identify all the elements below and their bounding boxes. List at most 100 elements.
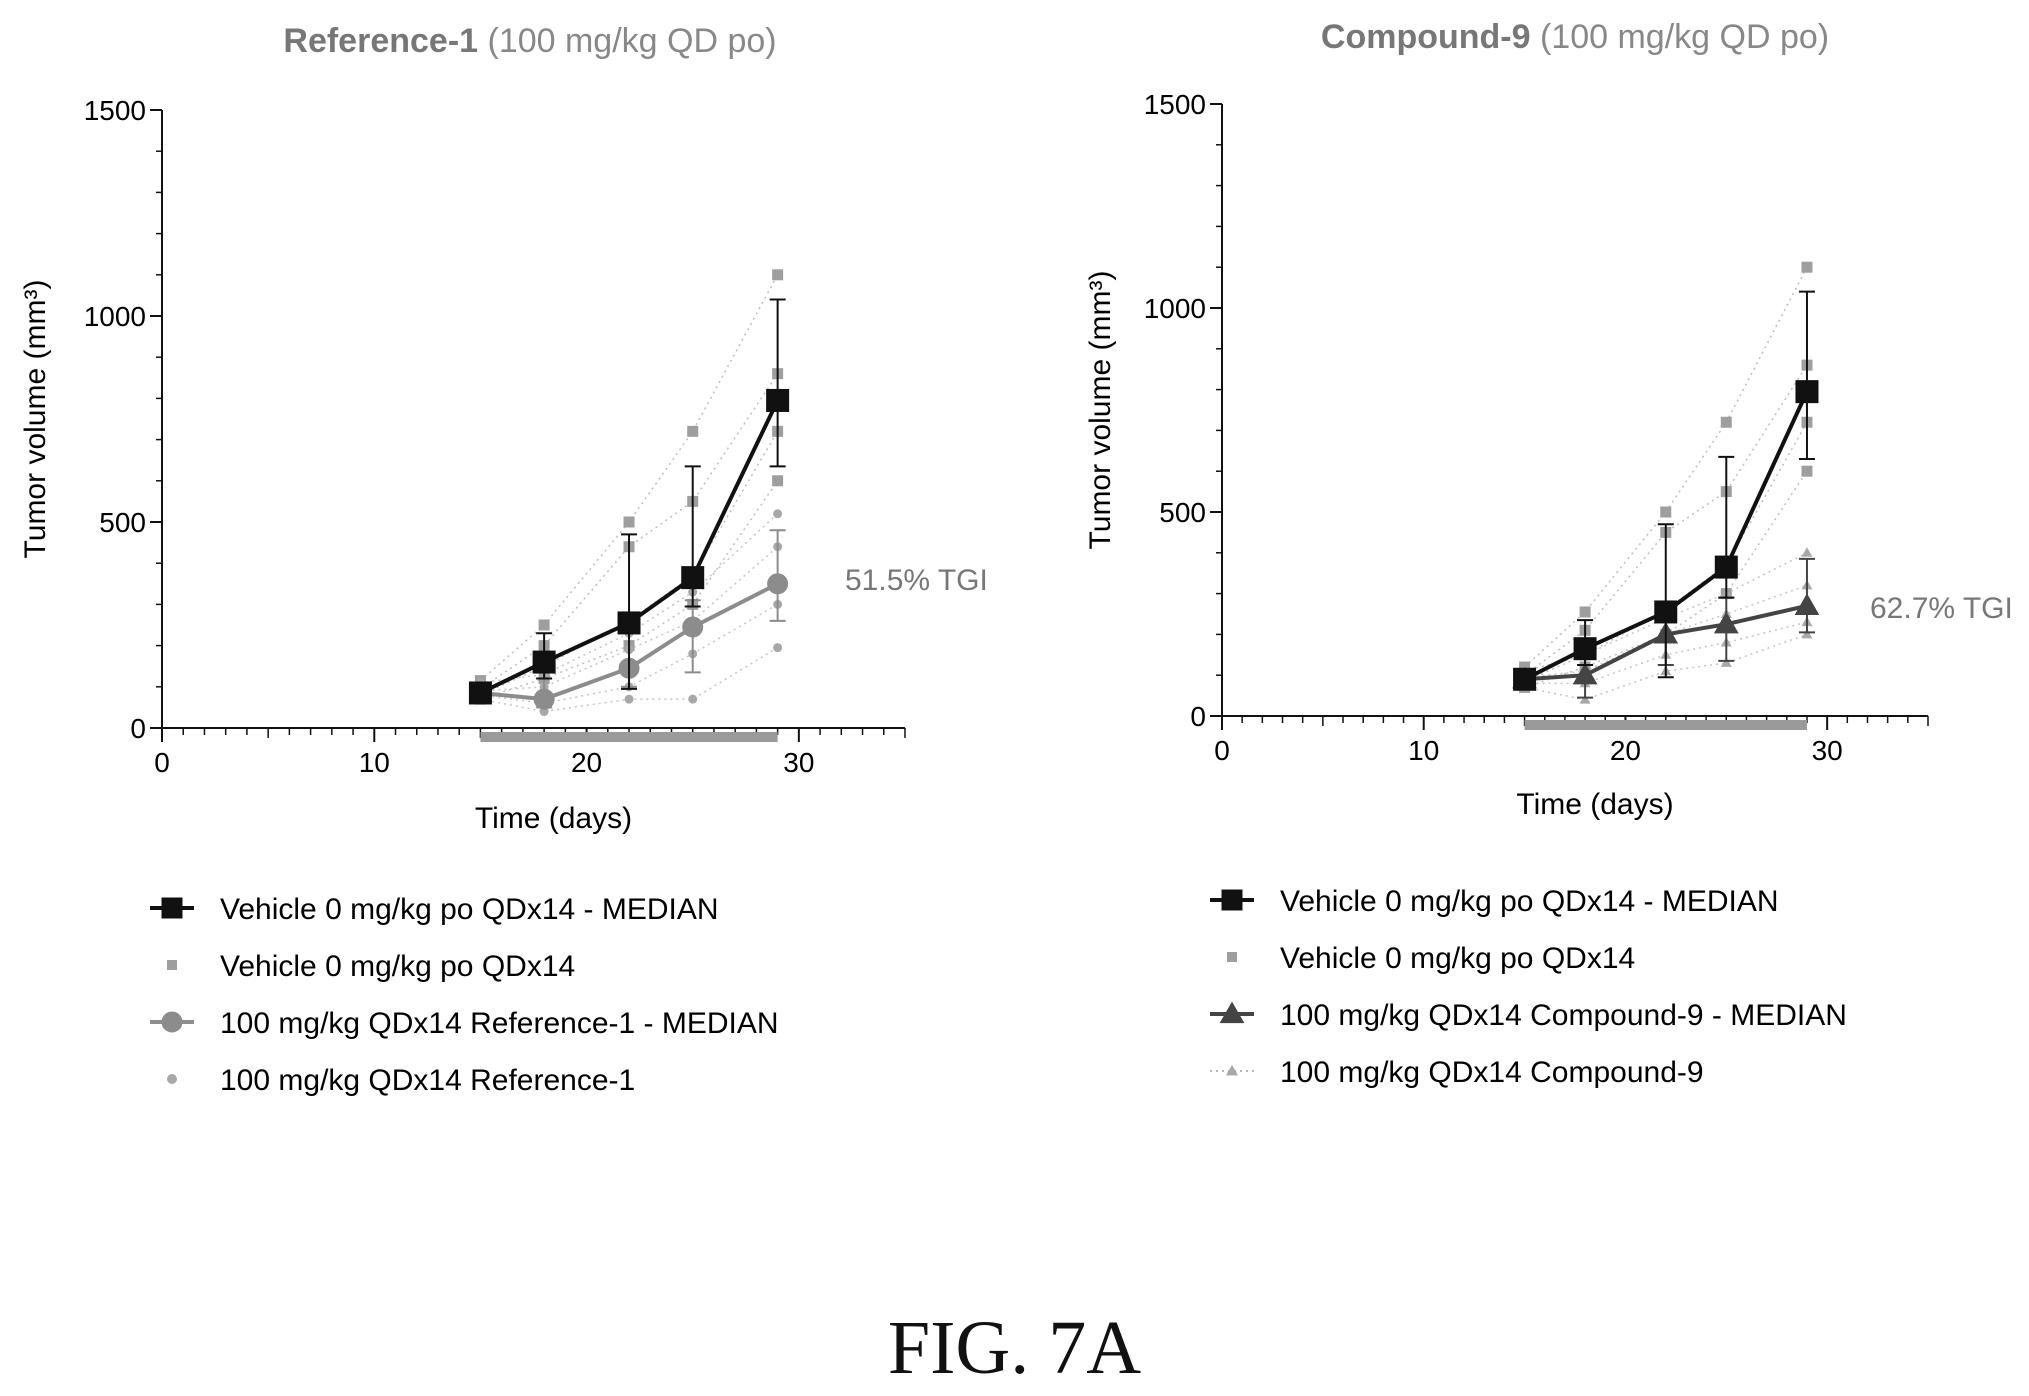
chart-title-rest: (100 mg/kg QD po) [478,22,777,60]
legend-item: 100 mg/kg QDx14 Reference-1 [167,1064,635,1097]
x-tick-label: 0 [1214,735,1230,766]
legend-label: Vehicle 0 mg/kg po QDx14 [220,950,575,983]
vehicle-individual-point [772,475,784,487]
vehicle-median-point [681,566,705,590]
legend-marker [161,897,183,919]
legend-label: 100 mg/kg QDx14 Reference-1 - MEDIAN [220,1007,779,1040]
chart-2: Compound-9 (100 mg/kg QD po) 0 500 1000 1500… [1084,18,2013,1089]
x-tick-label: 30 [1812,735,1843,766]
treated-median-point [1572,662,1598,685]
treated-individual-line [1524,621,1808,685]
legend-marker [1221,889,1243,911]
legend-marker [1227,952,1237,962]
vehicle-individual-point [1579,606,1591,618]
chart-title: Reference-1 (100 mg/kg QD po) [283,22,776,60]
x-axis-label: Time (days) [475,802,632,835]
x-tick-label: 30 [783,747,814,778]
y-tick-label: 0 [130,713,146,744]
treated-individual-line [1524,584,1808,678]
vehicle-median-point [1795,380,1819,404]
vehicle-individual-point [1801,261,1813,273]
y-tick-label: 1000 [1144,293,1206,324]
chart-1: Reference-1 (100 mg/kg QD po) 0 500 1000 150… [19,22,988,1097]
treated-median-point [767,573,789,595]
vehicle-median-point [617,611,641,635]
vehicle-median-point [1513,667,1537,691]
vehicle-median-point [468,681,492,705]
vehicle-individual-point [623,516,635,528]
vehicle-median-point [1654,600,1678,624]
treated-median-point [533,688,555,710]
legend-item: Vehicle 0 mg/kg po QDx14 [1227,942,1635,975]
legend-item: 100 mg/kg QDx14 Reference-1 - MEDIAN [150,1007,779,1040]
x-tick-label: 10 [359,747,390,778]
x-tick-label: 10 [1408,735,1439,766]
chart-title-bold: Reference-1 [283,22,478,60]
legend-label: 100 mg/kg QDx14 Reference-1 [220,1064,635,1097]
y-tick-label: 1500 [1144,89,1206,120]
vehicle-individual-line [1524,364,1808,676]
vehicle-individual-point [1720,416,1732,428]
tgi-annotation: 51.5% TGI [845,564,988,597]
legend-item: 100 mg/kg QDx14 Compound-9 [1210,1056,1704,1089]
legend-item: Vehicle 0 mg/kg po QDx14 [167,950,575,983]
legend-marker [167,1074,177,1084]
treated-median-point [1794,593,1820,615]
legend-item: Vehicle 0 mg/kg po QDx14 - MEDIAN [1210,885,1779,918]
treated-individual-point [1720,657,1732,667]
treated-individual-point [773,643,783,653]
legend-marker [1225,1064,1239,1076]
treated-median-point [682,616,704,638]
chart-title-bold: Compound-9 [1321,18,1531,56]
figure-label: FIG. 7A [887,1306,1142,1390]
legend-marker [1219,1001,1245,1024]
vehicle-individual-point [1801,465,1813,477]
vehicle-median-point [532,650,556,674]
legend-label: 100 mg/kg QDx14 Compound-9 - MEDIAN [1280,999,1847,1032]
y-tick-label: 500 [1159,497,1206,528]
chart-title-rest: (100 mg/kg QD po) [1531,18,1830,56]
vehicle-median-point [1714,555,1738,579]
legend-marker [167,960,177,970]
vehicle-individual-line [480,480,779,700]
legend-marker [161,1011,183,1033]
x-tick-label: 20 [1610,735,1641,766]
legend-item: Vehicle 0 mg/kg po QDx14 - MEDIAN [150,893,719,926]
x-axis-label: Time (days) [1516,788,1673,821]
legend-label: Vehicle 0 mg/kg po QDx14 - MEDIAN [1280,885,1779,918]
legend: Vehicle 0 mg/kg po QDx14 - MEDIAN Vehicle… [1210,885,1847,1089]
x-tick-label: 0 [154,747,170,778]
vehicle-median-point [1573,637,1597,661]
legend: Vehicle 0 mg/kg po QDx14 - MEDIAN Vehicle… [150,893,779,1097]
legend-label: Vehicle 0 mg/kg po QDx14 - MEDIAN [220,893,719,926]
treated-individual-point [773,509,783,519]
chart-title: Compound-9 (100 mg/kg QD po) [1321,18,1829,56]
vehicle-individual-line [1524,421,1808,683]
y-tick-label: 500 [99,507,146,538]
y-tick-label: 1500 [84,95,146,126]
vehicle-individual-point [538,619,550,631]
legend-label: 100 mg/kg QDx14 Compound-9 [1280,1056,1704,1089]
tgi-annotation: 62.7% TGI [1870,592,2013,625]
dosing-bar [480,732,778,742]
treated-individual-point [1801,628,1813,639]
treated-individual-point [688,694,698,704]
legend-label: Vehicle 0 mg/kg po QDx14 [1280,942,1635,975]
treated-individual-point [1801,547,1813,557]
y-axis-label: Tumor volume (mm³) [1084,271,1117,550]
vehicle-individual-point [772,269,784,281]
dosing-bar [1524,720,1807,730]
vehicle-median-point [766,388,790,412]
y-tick-label: 1000 [84,301,146,332]
treated-individual-line [480,513,779,684]
vehicle-individual-line [480,373,779,690]
vehicle-individual-line [480,430,779,696]
y-axis-label: Tumor volume (mm³) [19,280,52,559]
y-tick-label: 0 [1190,701,1206,732]
treated-median-point [1713,611,1739,634]
treated-individual-point [1579,694,1591,704]
treated-individual-point [624,694,634,704]
vehicle-individual-point [687,425,699,437]
x-tick-label: 20 [571,747,602,778]
